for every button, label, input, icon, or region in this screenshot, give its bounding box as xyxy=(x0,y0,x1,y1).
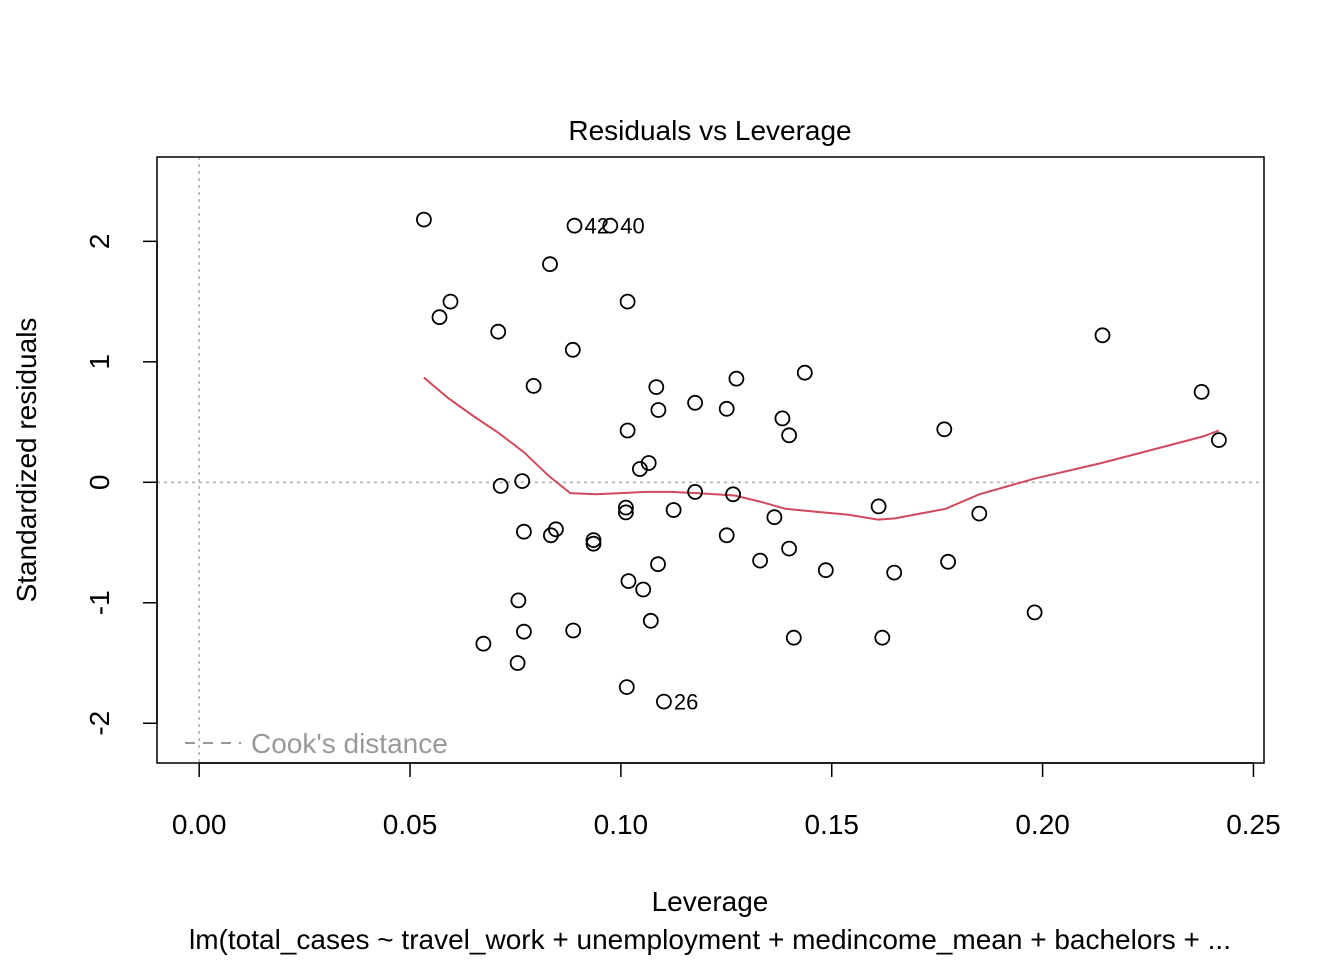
data-point xyxy=(817,562,834,579)
data-point xyxy=(1094,327,1111,344)
x-tick-label: 0.15 xyxy=(804,809,859,840)
data-point xyxy=(665,502,682,518)
data-point xyxy=(619,293,636,310)
data-point xyxy=(514,473,531,490)
reference-lines xyxy=(157,157,1264,763)
points-layer xyxy=(415,211,1227,710)
y-axis: -2 -1 0 1 2 xyxy=(84,234,158,736)
data-point xyxy=(619,422,636,439)
data-point xyxy=(870,498,887,515)
data-point xyxy=(431,309,448,326)
model-formula: lm(total_cases ~ travel_work + unemploym… xyxy=(189,924,1231,955)
x-tick-label: 0.20 xyxy=(1015,809,1070,840)
data-point xyxy=(635,581,652,598)
x-tick-label: 0.25 xyxy=(1226,809,1281,840)
data-point xyxy=(632,461,648,477)
data-point xyxy=(886,564,903,581)
data-point xyxy=(728,370,745,387)
y-tick-label: -2 xyxy=(84,711,115,736)
data-point xyxy=(874,629,891,646)
data-point xyxy=(565,622,582,639)
data-point xyxy=(525,377,542,394)
data-point xyxy=(766,509,783,526)
y-tick-label: 2 xyxy=(84,234,115,250)
data-point xyxy=(940,553,956,570)
data-point xyxy=(602,217,619,234)
point-label: 26 xyxy=(674,690,698,715)
point-label: 40 xyxy=(620,214,644,239)
data-point xyxy=(618,679,635,695)
data-point xyxy=(687,483,703,500)
x-tick-label: 0.05 xyxy=(383,809,438,840)
plot-frame xyxy=(156,156,1265,764)
data-point xyxy=(936,421,953,438)
data-point xyxy=(516,523,532,540)
x-axis-label: Leverage xyxy=(652,886,769,917)
data-point xyxy=(564,341,581,358)
data-point xyxy=(543,527,559,544)
data-point xyxy=(656,693,672,710)
data-point xyxy=(971,505,988,522)
data-point xyxy=(650,402,667,418)
data-point xyxy=(490,323,507,340)
data-point xyxy=(585,535,602,552)
data-point xyxy=(774,410,791,427)
data-point xyxy=(585,532,602,548)
y-tick-label: 0 xyxy=(84,475,115,491)
data-point xyxy=(566,217,583,234)
y-tick-label: 1 xyxy=(84,354,115,370)
data-point xyxy=(620,573,637,589)
data-point xyxy=(648,379,665,396)
legend: Cook's distance xyxy=(185,728,448,759)
legend-label: Cook's distance xyxy=(251,728,448,759)
x-tick-label: 0.00 xyxy=(172,809,227,840)
data-point xyxy=(1026,604,1043,621)
y-axis-label: Standardized residuals xyxy=(11,318,42,603)
data-point xyxy=(1193,383,1210,400)
data-point xyxy=(752,552,768,569)
point-labels-layer: 42 40 26 xyxy=(585,214,699,715)
smooth-line xyxy=(423,376,1220,521)
x-tick-label: 0.10 xyxy=(594,809,649,840)
data-point xyxy=(642,612,659,629)
data-point xyxy=(415,211,432,228)
data-point xyxy=(442,293,459,310)
data-point xyxy=(687,394,703,411)
data-point xyxy=(492,477,509,494)
data-point xyxy=(1211,432,1227,449)
data-point xyxy=(781,540,797,557)
data-point xyxy=(718,527,735,544)
data-point xyxy=(650,556,666,573)
data-point xyxy=(618,504,634,521)
data-point xyxy=(725,486,741,503)
chart-title: Residuals vs Leverage xyxy=(568,115,851,146)
data-point xyxy=(781,427,797,444)
data-point xyxy=(718,400,735,417)
x-axis: 0.00 0.05 0.10 0.15 0.20 0.25 xyxy=(172,762,1281,840)
data-point xyxy=(475,635,492,652)
data-point xyxy=(796,364,813,381)
data-point xyxy=(542,256,558,273)
data-point xyxy=(510,592,527,609)
data-point xyxy=(509,655,526,671)
y-tick-label: -1 xyxy=(84,590,115,615)
data-point xyxy=(516,623,532,640)
smooth-line-layer xyxy=(423,376,1220,521)
point-label: 42 xyxy=(585,214,609,239)
data-point xyxy=(785,629,802,646)
data-point xyxy=(618,499,634,516)
